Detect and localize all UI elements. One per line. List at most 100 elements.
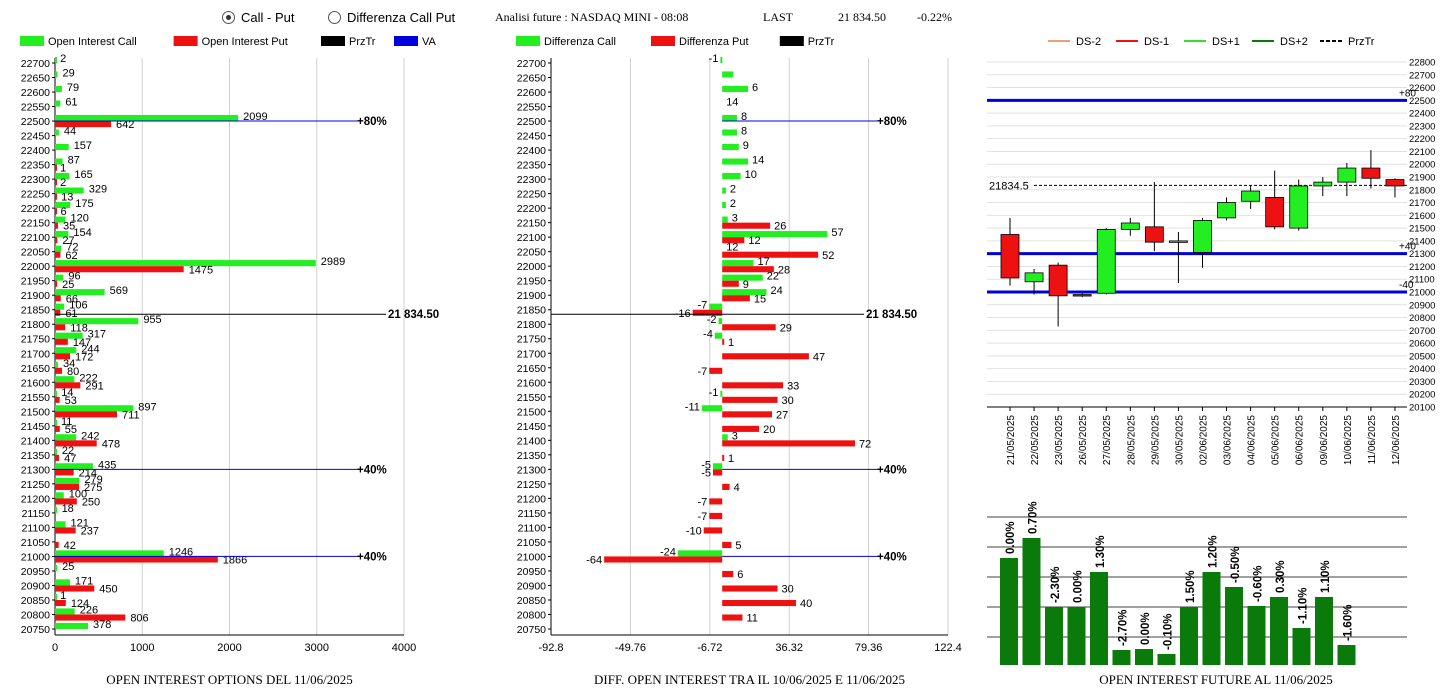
value-label: 14	[61, 387, 73, 399]
bar-call	[55, 477, 80, 484]
y-tick-label: 22250	[517, 189, 546, 201]
y-tick-label: 20850	[517, 595, 546, 607]
radio-call-put-dot[interactable]	[222, 11, 235, 24]
oi-future-label: 1.50%	[1185, 570, 1197, 603]
y-tick-label: 21150	[518, 508, 547, 520]
bar-put	[703, 527, 723, 534]
y-tick-label: 22400	[21, 145, 50, 157]
radio-diff-dot[interactable]	[328, 11, 341, 24]
y-tick-label: 21300	[1409, 249, 1435, 260]
level-label: +80	[1399, 88, 1416, 99]
value-label: 29	[63, 68, 75, 80]
bar-call	[55, 593, 57, 600]
oi-future-label: -2.30%	[1050, 567, 1062, 603]
oi-future-bar	[1180, 607, 1198, 665]
value-label: -4	[703, 329, 713, 341]
value-label: 30	[782, 395, 794, 407]
bar-put	[722, 483, 730, 490]
bar-call	[55, 390, 57, 397]
bar-call	[722, 158, 749, 165]
bar-call	[55, 143, 69, 151]
oi-future-chart: 0.00% 0.70% -2.30% 0.00% 1.30% -2.70% 0.00% -0.…	[987, 501, 1407, 687]
value-label: 642	[116, 119, 134, 131]
value-label: 2	[60, 53, 66, 65]
bar-put	[55, 599, 66, 607]
value-label: 2099	[243, 111, 267, 123]
y-tick-label: 21250	[21, 479, 50, 491]
y-tick-label: 22800	[1409, 58, 1435, 69]
va-label: +40%	[357, 464, 387, 476]
y-tick-label: 22500	[517, 116, 546, 128]
value-label: 40	[800, 598, 812, 610]
bar-call	[55, 260, 316, 267]
bar-call	[722, 216, 728, 223]
y-tick-label: 20100	[1409, 403, 1435, 414]
bar-put	[55, 309, 61, 316]
value-label: 118	[70, 322, 88, 334]
bar-put	[722, 338, 725, 345]
bar-put	[55, 222, 59, 229]
bar-call	[722, 260, 754, 267]
y-tick-label: 21900	[21, 290, 50, 302]
radio-diff-call-put[interactable]: Differenza Call Put	[328, 10, 455, 25]
y-tick-label: 22300	[1409, 121, 1435, 132]
bar-put	[722, 585, 778, 592]
radio-diff-label[interactable]: Differenza Call Put	[347, 10, 456, 25]
oi-future-label: 0.00%	[1073, 570, 1085, 603]
open-interest-chart: Open Interest Call Open Interest Put PrzTr…	[20, 36, 439, 687]
y-tick-label: 21950	[21, 276, 50, 288]
candle-body	[1024, 272, 1044, 283]
value-label: 2	[730, 184, 736, 196]
bar-call	[722, 187, 726, 194]
y-tick-label: 22100	[1409, 147, 1435, 158]
value-label: 214	[79, 467, 97, 479]
value-label: 3	[732, 213, 738, 225]
top-bar: Call - Put Differenza Call Put Analisi f…	[0, 0, 1447, 34]
value-label: 1246	[169, 546, 193, 558]
value-label: 26	[774, 221, 786, 233]
bar-put	[709, 498, 723, 505]
value-label: -7	[698, 366, 708, 378]
legend-label-3: VA	[422, 36, 437, 48]
bar-put	[55, 425, 60, 432]
y-tick-label: 22500	[21, 116, 50, 128]
x-tick-label: 06/06/2025	[1295, 415, 1306, 465]
legend-swatch-1	[651, 36, 675, 46]
candle-body	[1289, 185, 1309, 229]
y-tick-label: 21350	[21, 450, 50, 462]
value-label: -2	[707, 314, 717, 326]
candle-body	[1265, 197, 1285, 228]
bar-put	[722, 396, 778, 403]
bar-call	[701, 405, 723, 412]
candle-body	[1385, 179, 1405, 187]
bar-call	[55, 608, 75, 615]
value-label: 171	[75, 575, 93, 587]
y-tick-label: 21800	[517, 319, 546, 331]
bar-call	[718, 318, 723, 325]
bar-put	[722, 280, 739, 287]
value-label: 157	[74, 140, 92, 152]
value-label: 96	[68, 271, 80, 283]
value-label: 14	[752, 155, 764, 167]
bar-put	[722, 614, 743, 621]
bar-call	[55, 303, 65, 310]
radio-call-put-label[interactable]: Call - Put	[241, 10, 295, 25]
header-change: -0.22%	[917, 10, 952, 24]
y-tick-label: 21500	[517, 406, 546, 418]
oi-future-label: 0.70%	[1028, 501, 1040, 534]
y-tick-label: 21250	[517, 479, 546, 491]
bar-put	[722, 266, 774, 273]
value-label: 53	[65, 395, 77, 407]
oi-future-label: -1.10%	[1298, 588, 1310, 624]
x-tick-label: 12/06/2025	[1391, 415, 1402, 465]
value-label: 11	[61, 416, 72, 428]
y-tick-label: 21750	[517, 334, 546, 346]
value-label: 35	[63, 221, 75, 233]
radio-call-put[interactable]: Call - Put	[222, 10, 294, 25]
bar-call	[55, 318, 139, 325]
bar-put	[55, 338, 68, 345]
y-tick-label: 22050	[517, 247, 546, 259]
value-label: 30	[782, 584, 794, 596]
bar-put	[55, 121, 112, 128]
